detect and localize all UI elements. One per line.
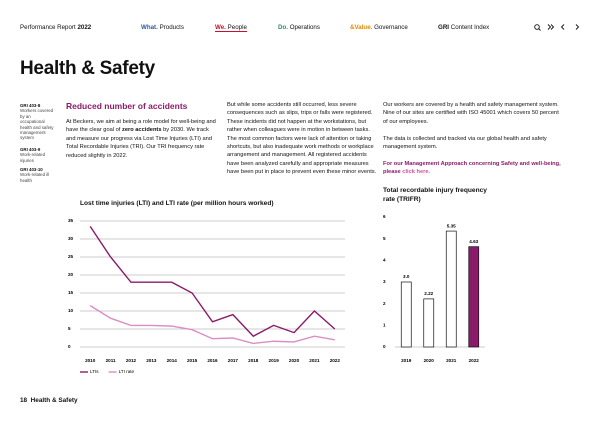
text: At Beckers, we aim at being a role model… — [66, 119, 216, 134]
x-tick-label: 2017 — [228, 358, 239, 363]
last-icon[interactable] — [547, 24, 555, 30]
search-icon[interactable] — [534, 24, 540, 30]
y-tick-label: 10 — [68, 308, 74, 313]
x-tick-label: 2022 — [469, 358, 480, 363]
text: For our Management Approach concerning S… — [383, 161, 561, 176]
sidebar-item: GRI 403-10 Work-related ill health — [20, 167, 56, 183]
nav-label: Products — [159, 24, 184, 31]
y-tick-label: 20 — [68, 272, 74, 277]
value-label: 2.22 — [424, 291, 433, 296]
gri-text: Work-related injuries — [20, 152, 46, 163]
y-tick-label: 3 — [383, 279, 386, 284]
x-tick-label: 2013 — [146, 358, 157, 363]
x-tick-label: 2010 — [85, 358, 96, 363]
x-tick-label: 2018 — [248, 358, 259, 363]
chart-title: Total recordable injury frequency rate (… — [383, 187, 487, 203]
gri-code: GRI 403-10 — [20, 167, 43, 172]
x-tick-label: 2021 — [309, 358, 320, 363]
text: by 2030. We track and measure our progre… — [66, 127, 212, 159]
paragraph: But while some accidents still occurred,… — [227, 102, 377, 176]
gri-code: GRI 403-8 — [20, 103, 41, 108]
nav-item[interactable]: What. Products — [141, 24, 184, 31]
nav-key: &Value. — [350, 24, 373, 31]
y-tick-label: 5 — [383, 236, 386, 241]
nav-label: People — [227, 24, 247, 31]
nav-item[interactable]: Do. Operations — [278, 24, 320, 31]
chart-title: Lost time injuries (LTI) and LTI rate (p… — [80, 200, 274, 207]
link-paragraph: For our Management Approach concerning S… — [383, 160, 563, 177]
x-tick-label: 2019 — [269, 358, 280, 363]
nav-label: Operations — [289, 24, 320, 31]
nav-item[interactable]: &Value. Governance — [350, 24, 408, 31]
y-tick-label: 6 — [383, 214, 386, 219]
link[interactable]: click here. — [402, 169, 431, 176]
bar — [468, 246, 480, 348]
y-tick-label: 30 — [68, 236, 74, 241]
x-tick-label: 2021 — [446, 358, 457, 363]
prev-icon[interactable] — [560, 24, 565, 30]
paragraph: The data is collected and tracked via ou… — [383, 136, 547, 151]
y-tick-label: 1 — [383, 323, 386, 328]
y-tick-label: 2 — [383, 301, 386, 306]
y-tick-label: 15 — [68, 290, 74, 295]
nav-label: Content Index — [450, 24, 490, 31]
series-line — [89, 226, 336, 338]
header-icons — [534, 24, 580, 31]
x-tick-label: 2022 — [330, 358, 341, 363]
sidebar-item: GRI 403-9 Work-related injuries — [20, 147, 56, 163]
value-label: 5.35 — [447, 223, 456, 228]
next-icon[interactable] — [575, 24, 580, 30]
x-tick-label: 2020 — [289, 358, 300, 363]
gri-text: Workers covered by an occupational healt… — [20, 108, 54, 141]
x-tick-label: 2014 — [167, 358, 178, 363]
x-tick-label: 2015 — [187, 358, 198, 363]
report-label: Performance Report 2022 — [20, 24, 91, 31]
legend-label: LTI rate — [119, 369, 135, 374]
bar — [445, 230, 457, 348]
footer: 18 Health & Safety — [20, 397, 78, 404]
nav-label: Governance — [374, 24, 408, 31]
footer-section: Health & Safety — [30, 397, 78, 404]
sidebar-item: GRI 403-8 Workers covered by an occupatio… — [20, 103, 56, 141]
year: 2022 — [77, 24, 92, 31]
nav-item[interactable]: GRI Content Index — [438, 24, 489, 31]
page-number: 18 — [20, 397, 28, 404]
section-heading: Reduced number of accidents — [66, 101, 188, 111]
y-tick-label: 25 — [68, 254, 74, 259]
gri-text: Work-related ill health — [20, 172, 50, 183]
paragraph: Our workers are covered by a health and … — [383, 102, 559, 125]
nav-key: Do. — [278, 24, 288, 31]
value-label: 3.0 — [403, 274, 410, 279]
x-tick-label: 2012 — [126, 358, 137, 363]
report: Performance Report — [20, 24, 76, 31]
y-tick-label: 0 — [383, 344, 386, 349]
bar — [423, 298, 435, 348]
legend-label: LTIs — [90, 369, 99, 374]
nav-key: GRI — [438, 24, 450, 31]
series-line — [89, 305, 335, 345]
gri-code: GRI 403-9 — [20, 147, 41, 152]
nav-key: We. — [215, 24, 226, 31]
x-tick-label: 2019 — [401, 358, 412, 363]
nav-item[interactable]: We. People — [215, 24, 247, 32]
x-tick-label: 2011 — [106, 358, 116, 363]
bar — [400, 281, 412, 348]
x-tick-label: 2020 — [424, 358, 435, 363]
x-tick-label: 2016 — [207, 358, 218, 363]
y-tick-label: 35 — [68, 218, 74, 223]
value-label: 4.63 — [469, 239, 478, 244]
nav-key: What. — [141, 24, 158, 31]
search-icon-handle — [538, 28, 541, 31]
bold-text: zero accidents — [121, 127, 162, 134]
page-title: Health & Safety — [20, 58, 155, 79]
y-tick-label: 0 — [68, 344, 71, 349]
paragraph: At Beckers, we aim at being a role model… — [66, 118, 218, 160]
y-tick-label: 4 — [383, 258, 386, 263]
y-tick-label: 5 — [68, 326, 71, 331]
